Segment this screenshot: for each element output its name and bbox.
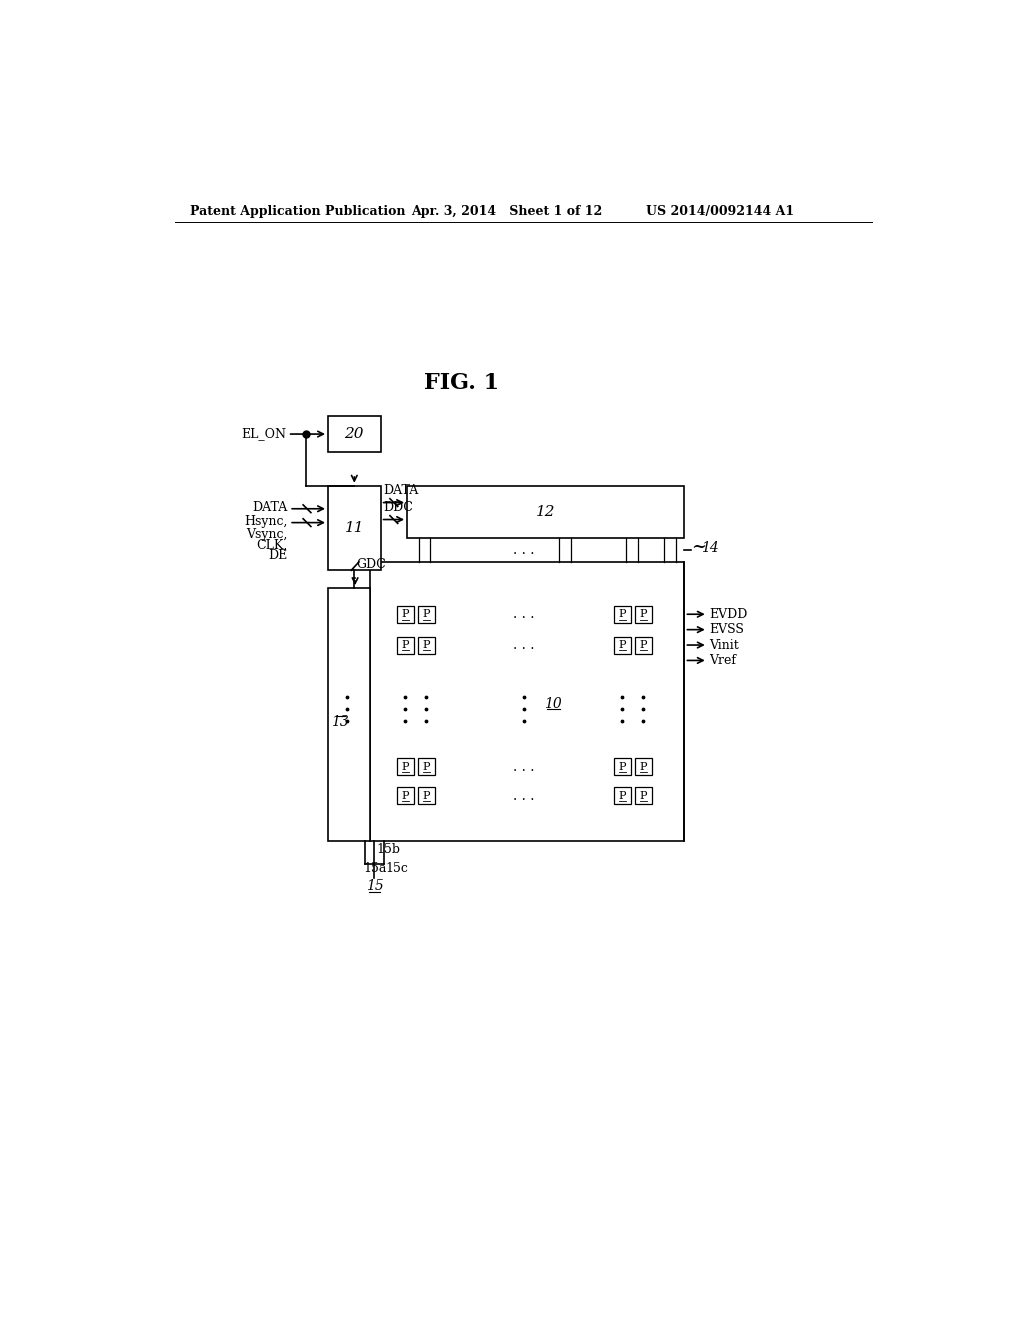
Text: EVSS: EVSS	[710, 623, 744, 636]
Text: US 2014/0092144 A1: US 2014/0092144 A1	[646, 205, 794, 218]
Text: 14: 14	[701, 541, 719, 554]
Text: DATA: DATA	[384, 484, 419, 498]
Bar	[635, 606, 652, 623]
Text: 15: 15	[366, 879, 383, 894]
Text: Vinit: Vinit	[710, 639, 739, 652]
Text: . . .: . . .	[513, 607, 535, 622]
Text: . . .: . . .	[513, 789, 535, 803]
Text: DE: DE	[268, 549, 288, 562]
Bar	[614, 606, 631, 623]
Text: GDC: GDC	[356, 558, 386, 572]
Bar	[614, 788, 631, 804]
Text: . . .: . . .	[513, 543, 535, 557]
Text: P: P	[401, 791, 410, 801]
Bar	[635, 788, 652, 804]
Bar	[397, 636, 414, 653]
Bar	[370, 562, 684, 841]
Text: FIG. 1: FIG. 1	[424, 372, 499, 395]
Text: EVDD: EVDD	[710, 607, 748, 620]
Text: DDC: DDC	[384, 502, 414, 515]
Bar	[418, 758, 435, 775]
Bar	[397, 606, 414, 623]
Text: 20: 20	[344, 428, 365, 441]
Bar	[328, 486, 381, 570]
Text: P: P	[640, 640, 647, 649]
Text: 11: 11	[344, 521, 365, 535]
Text: P: P	[401, 640, 410, 649]
Text: P: P	[640, 610, 647, 619]
Text: 15b: 15b	[376, 843, 400, 857]
Text: P: P	[618, 610, 627, 619]
Text: P: P	[423, 791, 430, 801]
Text: P: P	[640, 791, 647, 801]
Text: P: P	[423, 762, 430, 772]
Text: P: P	[423, 640, 430, 649]
Text: 10: 10	[544, 697, 561, 710]
Bar	[328, 589, 370, 841]
Bar	[635, 758, 652, 775]
Text: P: P	[401, 762, 410, 772]
Bar	[614, 758, 631, 775]
Text: P: P	[401, 610, 410, 619]
Text: 13: 13	[332, 715, 349, 729]
Text: EL_ON: EL_ON	[241, 428, 286, 441]
Text: P: P	[618, 791, 627, 801]
Bar	[614, 636, 631, 653]
Text: 12: 12	[536, 504, 555, 519]
Bar	[418, 788, 435, 804]
Text: ~: ~	[690, 537, 706, 556]
Bar	[328, 416, 381, 451]
Bar	[418, 636, 435, 653]
Text: P: P	[640, 762, 647, 772]
Text: Vsync,: Vsync,	[247, 528, 288, 541]
Text: Hsync,: Hsync,	[245, 515, 288, 528]
Text: Vref: Vref	[710, 653, 736, 667]
Text: P: P	[423, 610, 430, 619]
Bar	[397, 758, 414, 775]
Bar	[407, 486, 684, 539]
Text: Apr. 3, 2014   Sheet 1 of 12: Apr. 3, 2014 Sheet 1 of 12	[411, 205, 602, 218]
Text: CLK,: CLK,	[256, 539, 288, 552]
Text: DATA: DATA	[252, 500, 288, 513]
Text: . . .: . . .	[513, 638, 535, 652]
Text: Patent Application Publication: Patent Application Publication	[190, 205, 406, 218]
Bar	[418, 606, 435, 623]
Text: 15a: 15a	[364, 862, 387, 875]
Text: P: P	[618, 640, 627, 649]
Text: 15c: 15c	[385, 862, 409, 875]
Text: P: P	[618, 762, 627, 772]
Bar	[635, 636, 652, 653]
Text: . . .: . . .	[513, 760, 535, 774]
Bar	[397, 788, 414, 804]
